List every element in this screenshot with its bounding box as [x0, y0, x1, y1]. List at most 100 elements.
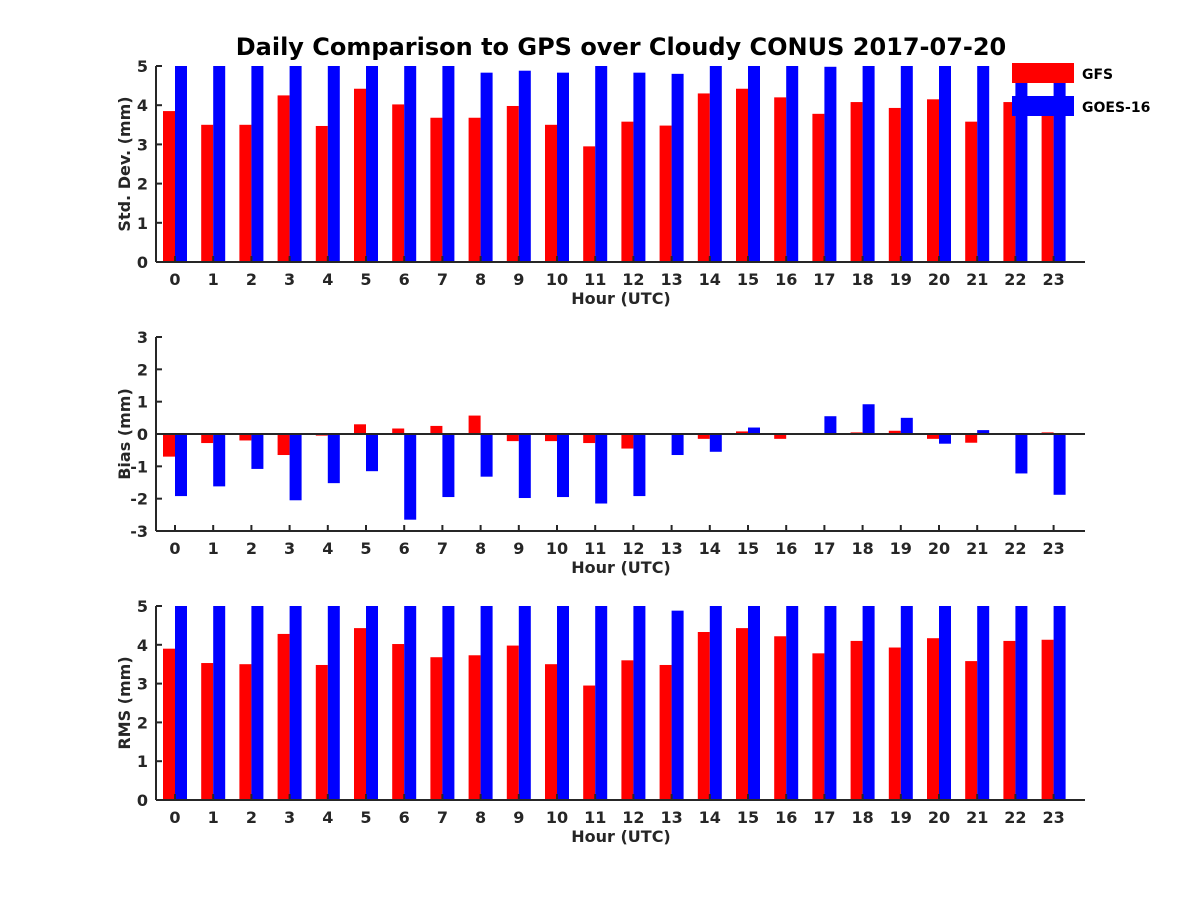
bar-gfs-hour-8: [468, 655, 481, 800]
x-tick-label: 5: [360, 539, 371, 558]
x-tick-label: 21: [966, 808, 988, 827]
bar-gfs-hour-1: [201, 434, 214, 444]
x-tick-label: 4: [322, 270, 333, 289]
bar-goes-16-hour-2: [251, 606, 264, 800]
bar-goes-16-hour-1: [213, 434, 226, 487]
bar-gfs-hour-12: [621, 660, 634, 800]
x-tick-label: 6: [399, 808, 410, 827]
bar-gfs-hour-1: [201, 124, 214, 262]
bar-goes-16-hour-15: [748, 66, 760, 262]
x-tick-label: 5: [360, 270, 371, 289]
x-tick-label: 13: [660, 270, 682, 289]
bar-goes-16-hour-11: [595, 434, 608, 504]
bar-goes-16-hour-9: [518, 606, 531, 800]
x-tick-label: 21: [966, 539, 988, 558]
bar-goes-16-hour-18: [862, 66, 875, 262]
bar-goes-16-hour-5: [366, 66, 378, 262]
bar-gfs-hour-2: [239, 664, 252, 800]
x-tick-label: 12: [622, 808, 644, 827]
bar-goes-16-hour-7: [442, 66, 455, 262]
y-axis-label: Bias (mm): [115, 388, 134, 480]
bar-goes-16-hour-22: [1015, 66, 1028, 262]
y-tick-label: -2: [130, 490, 148, 509]
bar-gfs-hour-20: [927, 638, 939, 800]
y-tick-label: 4: [137, 96, 148, 115]
bar-goes-16-hour-5: [366, 434, 378, 472]
x-tick-label: 13: [660, 808, 682, 827]
bar-gfs-hour-18: [850, 102, 863, 263]
bar-goes-16-hour-21: [977, 430, 990, 434]
bar-gfs-hour-4: [315, 664, 328, 800]
bar-gfs-hour-23: [1041, 109, 1054, 263]
y-tick-label: 5: [137, 597, 148, 616]
y-tick-label: 3: [137, 135, 148, 154]
bar-goes-16-hour-9: [518, 434, 531, 499]
x-axis-label: Hour (UTC): [571, 289, 671, 308]
y-tick-label: 2: [137, 713, 148, 732]
bar-goes-16-hour-15: [748, 427, 760, 434]
x-tick-label: 22: [1004, 270, 1026, 289]
bar-goes-16-hour-17: [824, 416, 837, 434]
bar-goes-16-hour-19: [900, 66, 913, 262]
x-tick-label: 2: [246, 539, 257, 558]
bar-gfs-hour-12: [621, 434, 634, 449]
legend-swatch-gfs: [1012, 63, 1074, 83]
y-tick-label: 1: [137, 752, 148, 771]
bar-goes-16-hour-18: [862, 606, 875, 800]
x-tick-label: 14: [699, 539, 721, 558]
bar-goes-16-hour-10: [557, 606, 569, 800]
y-axis-label: RMS (mm): [115, 656, 134, 749]
bar-gfs-hour-16: [774, 97, 787, 262]
x-tick-label: 0: [169, 270, 180, 289]
x-tick-label: 19: [890, 808, 912, 827]
bar-goes-16-hour-22: [1015, 434, 1028, 474]
bar-goes-16-hour-0: [175, 606, 187, 800]
figure-title: Daily Comparison to GPS over Cloudy CONU…: [236, 33, 1007, 61]
x-tick-label: 11: [584, 270, 606, 289]
x-tick-label: 16: [775, 808, 797, 827]
bar-gfs-hour-9: [506, 645, 519, 800]
bar-gfs-hour-10: [545, 124, 557, 262]
bar-gfs-hour-8: [468, 117, 481, 262]
x-tick-label: 23: [1042, 539, 1064, 558]
bar-goes-16-hour-4: [327, 434, 340, 484]
bar-goes-16-hour-19: [900, 606, 913, 800]
bar-goes-16-hour-2: [251, 66, 264, 262]
bar-gfs-hour-5: [354, 628, 366, 800]
bar-goes-16-hour-12: [633, 606, 646, 800]
x-axis-label: Hour (UTC): [571, 558, 671, 577]
x-tick-label: 19: [890, 539, 912, 558]
x-tick-label: 23: [1042, 270, 1064, 289]
y-tick-label: 0: [137, 791, 148, 810]
bar-goes-16-hour-8: [480, 72, 493, 262]
bar-goes-16-hour-17: [824, 606, 837, 800]
x-tick-label: 1: [208, 539, 219, 558]
x-tick-label: 2: [246, 270, 257, 289]
x-tick-label: 5: [360, 808, 371, 827]
bar-goes-16-hour-23: [1053, 606, 1066, 800]
bar-gfs-hour-19: [888, 430, 901, 434]
y-tick-label: -3: [130, 522, 148, 541]
x-tick-label: 3: [284, 539, 295, 558]
bar-goes-16-hour-6: [404, 606, 417, 800]
bar-goes-16-hour-20: [939, 66, 951, 262]
x-tick-label: 4: [322, 539, 333, 558]
bar-gfs-hour-6: [392, 428, 405, 434]
bar-goes-16-hour-13: [671, 610, 684, 800]
y-tick-label: 4: [137, 636, 148, 655]
x-tick-label: 22: [1004, 539, 1026, 558]
x-tick-label: 21: [966, 270, 988, 289]
x-tick-label: 23: [1042, 808, 1064, 827]
bar-goes-16-hour-13: [671, 73, 684, 262]
bar-gfs-hour-9: [506, 105, 519, 262]
y-tick-label: 2: [137, 360, 148, 379]
bar-gfs-hour-21: [965, 121, 978, 262]
bar-goes-16-hour-1: [213, 66, 226, 262]
x-tick-label: 20: [928, 270, 950, 289]
bar-gfs-hour-15: [736, 628, 748, 800]
bar-goes-16-hour-17: [824, 66, 837, 262]
bar-gfs-hour-19: [888, 107, 901, 262]
